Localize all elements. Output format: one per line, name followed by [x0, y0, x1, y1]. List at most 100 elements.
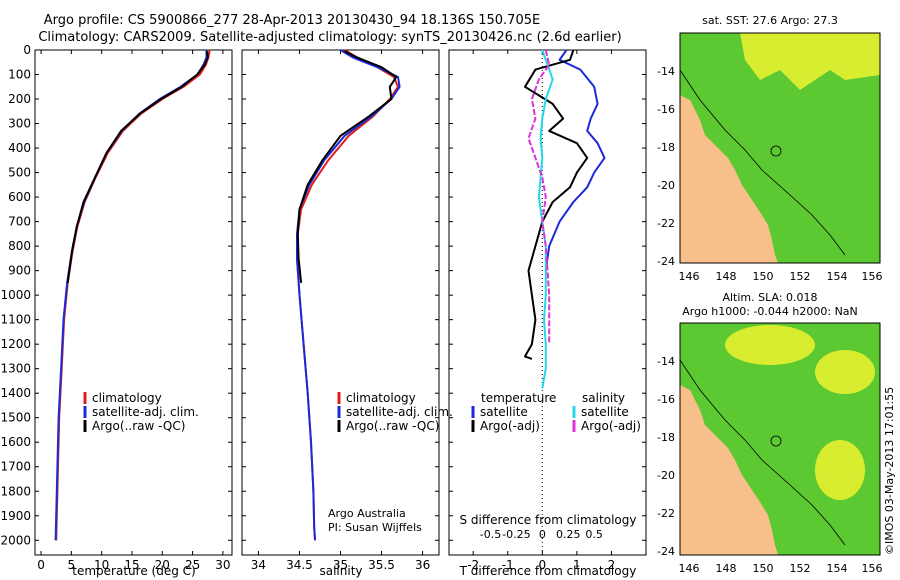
map-ytick-label: -24 — [657, 255, 675, 268]
x-tick-label: 10 — [94, 558, 109, 572]
map-ytick-label: -18 — [657, 141, 675, 154]
salinity-legend: climatology satellite-adj. clim. Argo(..… — [328, 391, 453, 534]
y-tick-label: 1500 — [0, 411, 31, 425]
series-line-climatology — [55, 49, 211, 541]
legend-label-climatology: climatology — [92, 391, 162, 405]
profile-lines — [54, 49, 606, 541]
y-tick-label: 200 — [8, 92, 31, 106]
legend-label-argo: Argo(..raw -QC) — [346, 419, 439, 433]
header-line2: Climatology: CARS2009. Satellite-adjuste… — [38, 30, 621, 45]
legend-label-s-satellite: satellite — [581, 405, 629, 419]
s-difference-axis-label: S difference from climatology — [460, 513, 637, 527]
legend-label-climatology: climatology — [346, 391, 416, 405]
header-line1: Argo profile: CS 5900866_277 28-Apr-2013… — [44, 13, 540, 28]
legend-label-argo: Argo(..raw -QC) — [92, 419, 185, 433]
legend-label-s-argo: Argo(-adj) — [581, 419, 641, 433]
x-tick-label: 15 — [124, 558, 139, 572]
map-xtick-label: 154 — [827, 270, 848, 283]
temperature-axis-label: temperature (deg C) — [72, 564, 195, 578]
y-tick-label: 1600 — [0, 435, 31, 449]
map-ytick-label: -18 — [657, 431, 675, 444]
sla-isobath — [679, 359, 846, 546]
x-tick-label: 1 — [573, 558, 581, 572]
sst-map-xtick-labels: 146 148 150 152 154 156 — [679, 270, 883, 283]
x-tick-label: 34.5 — [286, 558, 313, 572]
temperature-legend: climatology satellite-adj. clim. Argo(..… — [83, 391, 199, 433]
map-xtick-label: 150 — [753, 562, 774, 575]
sla-map-title: Altim. SLA: 0.018 — [722, 291, 817, 304]
y-tick-label: 300 — [8, 117, 31, 131]
map-ytick-label: -20 — [657, 469, 675, 482]
pi-note: PI: Susan Wijffels — [328, 521, 422, 534]
map-xtick-label: 146 — [679, 562, 700, 575]
sla-map-xtick-labels: 146 148 150 152 154 156 — [679, 562, 883, 575]
x-tick-label: 20 — [155, 558, 170, 572]
y-tick-label: 1200 — [0, 337, 31, 351]
map-ytick-label: -22 — [657, 217, 675, 230]
x-tick-label: 25 — [185, 558, 200, 572]
axis-ticks: 0100200300400500600700800900100011001200… — [0, 43, 646, 572]
argo-australia-note: Argo Australia — [328, 507, 406, 520]
legend-title-temperature: temperature — [481, 391, 556, 405]
sst-warm-patch — [740, 33, 880, 90]
x-tick-label: 36 — [415, 558, 430, 572]
map-xtick-label: 154 — [827, 562, 848, 575]
s-tick-label: 0.5 — [585, 528, 603, 541]
map-xtick-label: 152 — [790, 270, 811, 283]
s-tick-label: -0.25 — [502, 528, 530, 541]
x-tick-label: -2 — [467, 558, 479, 572]
map-ytick-label: -22 — [657, 507, 675, 520]
x-tick-label: -1 — [502, 558, 514, 572]
y-tick-label: 1400 — [0, 386, 31, 400]
y-tick-label: 600 — [8, 190, 31, 204]
s-tick-label: -0.5 — [480, 528, 501, 541]
sla-high-patch — [725, 325, 815, 365]
y-tick-label: 900 — [8, 264, 31, 278]
sla-map-subtitle: Argo h1000: -0.044 h2000: NaN — [682, 305, 858, 318]
map-xtick-label: 146 — [679, 270, 700, 283]
map-ytick-label: -16 — [657, 393, 675, 406]
map-ytick-label: -14 — [657, 65, 675, 78]
x-tick-label: 34 — [251, 558, 266, 572]
x-tick-label: 35.5 — [368, 558, 395, 572]
map-xtick-label: 150 — [753, 270, 774, 283]
legend-label-satellite: satellite-adj. clim. — [92, 405, 199, 419]
y-tick-label: 1000 — [0, 288, 31, 302]
y-tick-label: 800 — [8, 239, 31, 253]
x-tick-label: 0 — [37, 558, 45, 572]
t-difference-axis-label: T difference from climatology — [459, 564, 637, 578]
y-tick-label: 0 — [23, 43, 31, 57]
x-tick-label: 35 — [333, 558, 348, 572]
y-tick-label: 400 — [8, 141, 31, 155]
sla-high-patch — [815, 440, 865, 500]
sst-isobath — [679, 69, 846, 256]
series-line-t-argo — [524, 49, 589, 360]
sst-map-land — [680, 95, 778, 263]
map-xtick-label: 156 — [862, 562, 883, 575]
y-tick-label: 1300 — [0, 362, 31, 376]
sla-map-ytick-labels: -14 -16 -18 -20 -22 -24 — [657, 355, 675, 558]
sst-map-ytick-labels: -14 -16 -18 -20 -22 -24 — [657, 65, 675, 268]
y-tick-label: 1900 — [0, 509, 31, 523]
sst-map-title: sat. SST: 27.6 Argo: 27.3 — [702, 14, 838, 27]
map-xtick-label: 156 — [862, 270, 883, 283]
sla-map — [679, 322, 881, 556]
map-ytick-label: -24 — [657, 545, 675, 558]
x-tick-label: 5 — [68, 558, 76, 572]
y-tick-label: 100 — [8, 68, 31, 82]
legend-title-salinity: salinity — [582, 391, 625, 405]
y-tick-label: 1100 — [0, 313, 31, 327]
x-tick-label: 30 — [215, 558, 230, 572]
difference-plot-frame — [448, 49, 647, 556]
series-line-s-argo — [527, 49, 551, 345]
sla-map-frame — [679, 322, 881, 556]
sst-map — [679, 32, 881, 264]
map-xtick-label: 152 — [790, 562, 811, 575]
argo-float-marker — [770, 145, 782, 157]
imos-timestamp: ©IMOS 03-May-2013 17:01:55 — [883, 387, 896, 555]
y-tick-label: 1800 — [0, 484, 31, 498]
salinity-plot-frame — [241, 49, 440, 556]
series-line-argo — [66, 51, 209, 284]
legend-label-t-satellite: satellite — [480, 405, 528, 419]
